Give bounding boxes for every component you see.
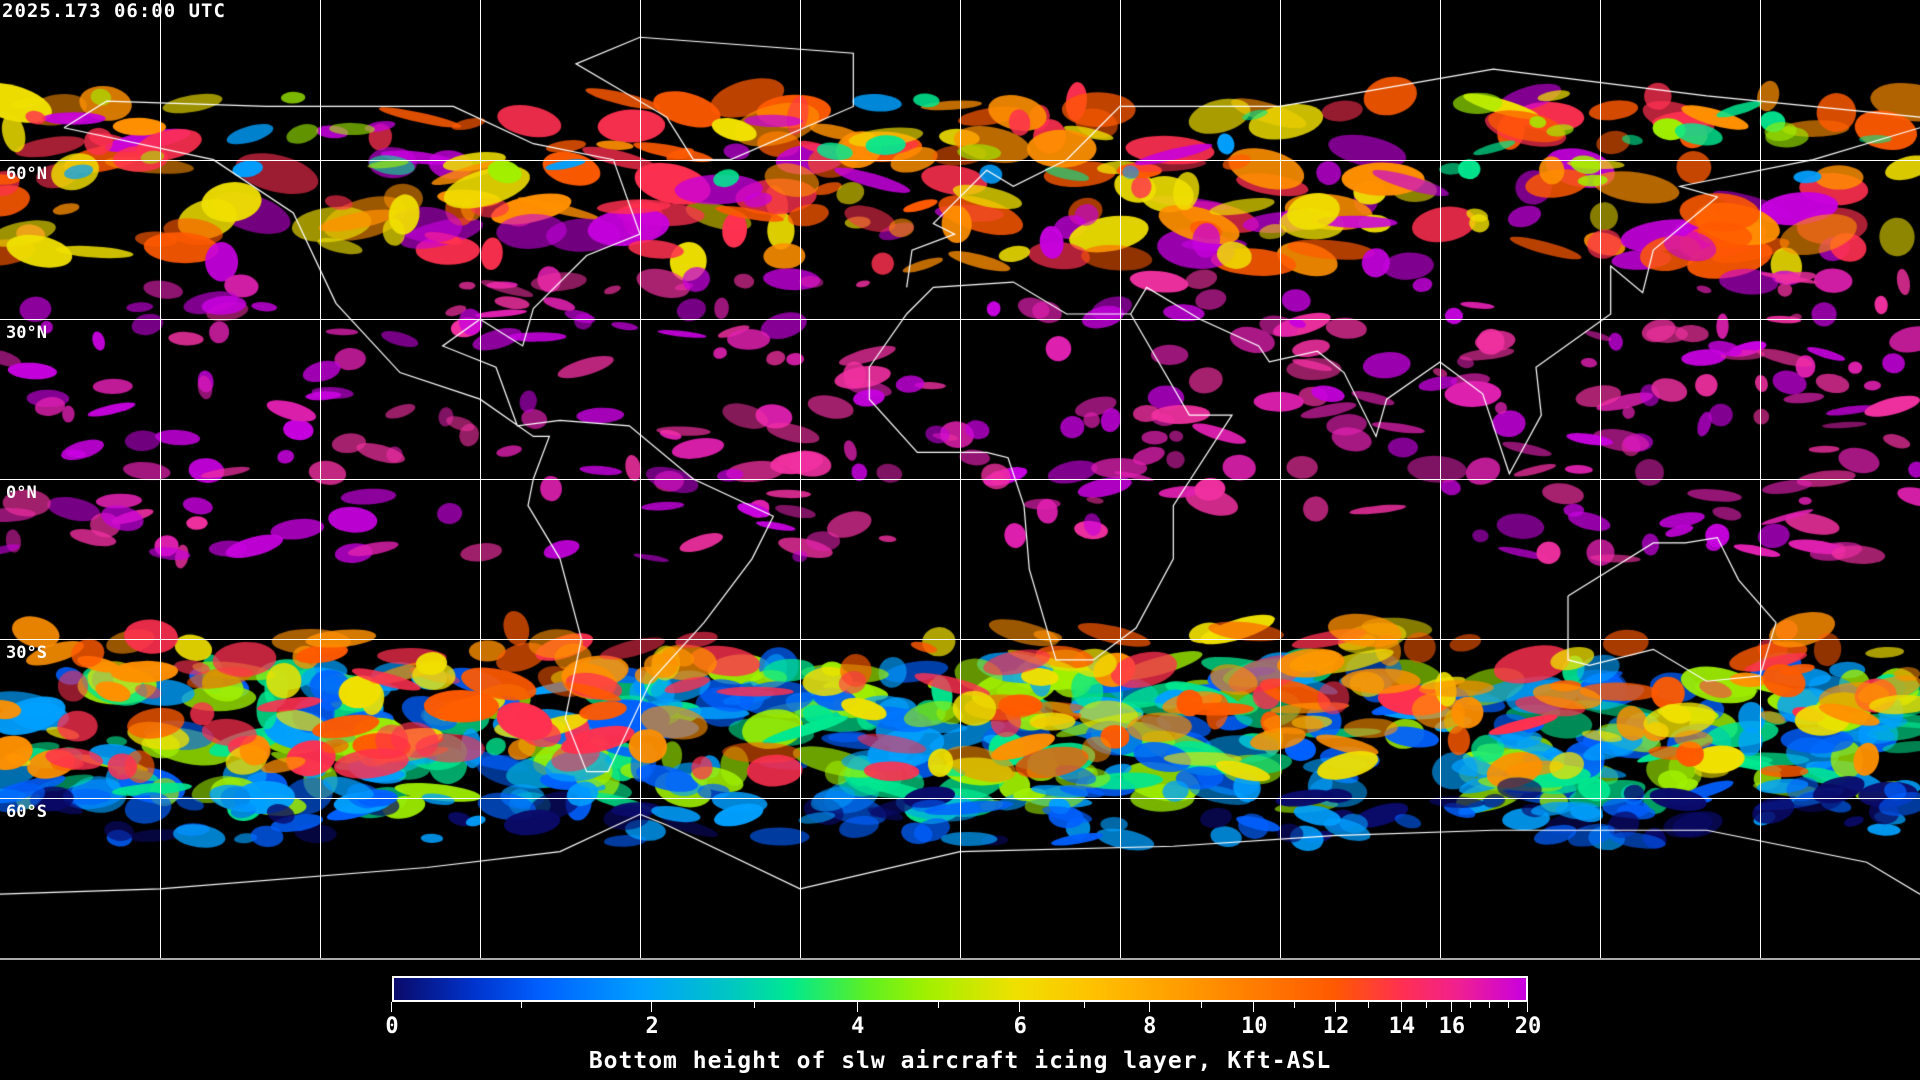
minor-tick: [1200, 1002, 1202, 1008]
tick-label: 14: [1388, 1014, 1416, 1039]
latitude-label: 30°S: [6, 643, 47, 663]
minor-tick: [1367, 1002, 1369, 1008]
latitude-gridline: [0, 798, 1920, 799]
major-tick: [1335, 1002, 1337, 1012]
minor-tick: [1294, 1002, 1296, 1008]
tick-label: 6: [1013, 1014, 1027, 1039]
minor-tick: [1469, 1002, 1471, 1008]
latitude-gridline: [0, 639, 1920, 640]
latitude-label: 60°N: [6, 164, 47, 184]
tick-label: 2: [645, 1014, 659, 1039]
tick-label: 10: [1240, 1014, 1268, 1039]
tick-label: 8: [1143, 1014, 1157, 1039]
major-tick: [1450, 1002, 1452, 1012]
minor-tick: [1083, 1002, 1085, 1008]
tick-label: 20: [1514, 1014, 1542, 1039]
tick-label: 12: [1322, 1014, 1350, 1039]
major-tick: [1148, 1002, 1150, 1012]
minor-tick: [1488, 1002, 1490, 1008]
timestamp: 2025.173 06:00 UTC: [2, 0, 226, 22]
tick-label: 16: [1438, 1014, 1466, 1039]
minor-tick: [1425, 1002, 1427, 1008]
latitude-gridline: [0, 319, 1920, 320]
major-tick: [1019, 1002, 1021, 1012]
tick-label: 0: [385, 1014, 399, 1039]
major-tick: [651, 1002, 653, 1012]
major-tick: [1527, 1002, 1528, 1012]
latitude-label: 60°S: [6, 802, 47, 822]
major-tick: [1253, 1002, 1255, 1012]
latitude-label: 0°N: [6, 483, 37, 503]
minor-tick: [937, 1002, 939, 1008]
tick-label: 4: [851, 1014, 865, 1039]
minor-tick: [521, 1002, 523, 1008]
latitude-gridline: [0, 160, 1920, 161]
major-tick: [1400, 1002, 1402, 1012]
latitude-gridline: [0, 479, 1920, 480]
latitude-label: 30°N: [6, 323, 47, 343]
colorbar-title: Bottom height of slw aircraft icing laye…: [588, 1048, 1332, 1074]
map-border: [0, 958, 1920, 960]
colorbar: [392, 976, 1528, 1002]
major-tick: [856, 1002, 858, 1012]
major-tick: [391, 1002, 392, 1012]
minor-tick: [1507, 1002, 1509, 1008]
minor-tick: [753, 1002, 755, 1008]
